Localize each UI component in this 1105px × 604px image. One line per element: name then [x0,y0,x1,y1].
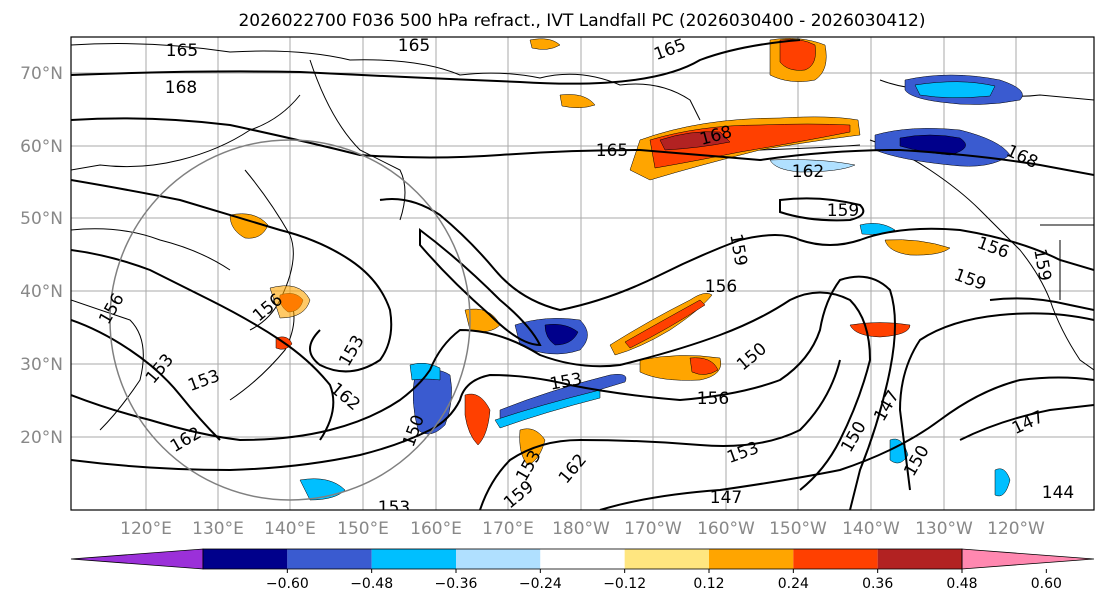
lon-label-130w: 130°W [915,519,973,539]
contour-label-156-d: 156 [697,389,729,409]
colorbar-bin [793,549,878,569]
lat-label-50: 50°N [20,209,63,229]
colorbar-bin [456,549,541,569]
colorbar-tick-label: 0.24 [778,576,809,592]
colorbar-tick-label: 0.60 [1031,576,1062,592]
longitude-labels: 120°E 130°E 140°E 150°E 160°E 170°E 180°… [120,519,1045,539]
colorbar-bin [877,549,962,569]
contour-label-147-c: 147 [710,488,742,508]
contour-label-165-b: 165 [398,36,430,56]
colorbar-bin [624,549,709,569]
cold-west-pacific-light [409,362,441,381]
colorbar-bin [371,549,456,569]
colorbar-tick-label: 0.12 [693,576,724,592]
lon-label-140e: 140°E [264,519,316,539]
contours [71,39,1094,510]
contour-label-159-a: 159 [827,201,859,221]
warm-top-arctic-core [779,38,816,71]
warm-korea [229,213,269,239]
lon-label-150e: 150°E [337,519,389,539]
contour-label-144-a: 144 [1042,483,1074,503]
cold-patch-alaska-light [769,159,856,173]
lon-label-180w: 180°W [552,519,610,539]
map-panel: 165 165 165 168 165 168 162 159 168 156 … [70,36,1095,518]
shading [229,38,1023,501]
colorbar-bin [709,549,794,569]
lat-label-60: 60°N [20,137,63,157]
contour-label-156-b: 156 [705,277,737,297]
colorbar-extend-low [70,548,204,570]
cold-band-light-central [494,389,601,429]
cold-west-pacific [412,369,452,435]
warm-core-central-pacific [624,299,706,349]
warm-west-pacific [464,393,491,446]
colorbar-tick-label: −0.12 [603,576,646,592]
warm-patch-east-core [689,357,719,375]
contour-label-165-a: 165 [166,41,198,61]
lon-label-130e: 130°E [192,519,244,539]
lon-label-140w: 140°W [842,519,900,539]
warm-west-pacific-outer [519,428,546,466]
lon-label-170e: 170°E [482,519,534,539]
contour-label-153-f: 153 [378,498,410,518]
colorbar-frame [202,548,963,570]
lat-label-40: 40°N [20,282,63,302]
colorbar-tick-label: 0.36 [862,576,893,592]
cold-patch-east [994,468,1011,497]
lon-label-160w: 160°W [697,519,755,539]
colorbar-tick-label: −0.24 [519,576,562,592]
colorbar-bin [203,549,288,569]
colorbar-tick-label: −0.60 [266,576,309,592]
warm-patch-northeast-outer [884,239,951,256]
lat-label-20: 20°N [20,428,63,448]
landfall-circle [109,139,471,501]
colorbar: −0.60 −0.48 −0.36 −0.24 −0.12 0.12 0.24 0.36 0.4… [70,548,1095,592]
lon-label-170w: 170°W [624,519,682,539]
colorbar-tick-label: 0.48 [946,576,977,592]
lon-label-160e: 160°E [410,519,462,539]
contour-label-168-a: 168 [165,78,197,98]
lon-label-120e: 120°E [120,519,172,539]
colorbar-extend-high [961,548,1095,570]
warm-patch-aleutian [559,94,596,108]
contour-label-162-a: 162 [792,162,824,182]
colorbar-tick-label: −0.48 [350,576,393,592]
lat-label-30: 30°N [20,355,63,375]
map-title: 2026022700 F036 500 hPa refract., IVT La… [238,11,925,31]
map-frame [70,36,1095,511]
colorbar-bin [287,549,372,569]
light-blue-northwest [914,81,996,99]
contour-label-165-d: 165 [596,141,628,161]
lon-label-150w: 150°W [769,519,827,539]
dark-core-bering [659,131,731,151]
warm-japan-outer [269,285,311,319]
warm-patch-top [529,38,561,50]
lat-label-70: 70°N [20,64,63,84]
colorbar-bin [540,549,625,569]
lon-label-120w: 120°W [987,519,1045,539]
colorbar-tick-label: −0.36 [435,576,478,592]
cold-blob-dateline-core [544,324,579,346]
latitude-labels: 70°N 60°N 50°N 40°N 30°N 20°N [20,64,63,448]
